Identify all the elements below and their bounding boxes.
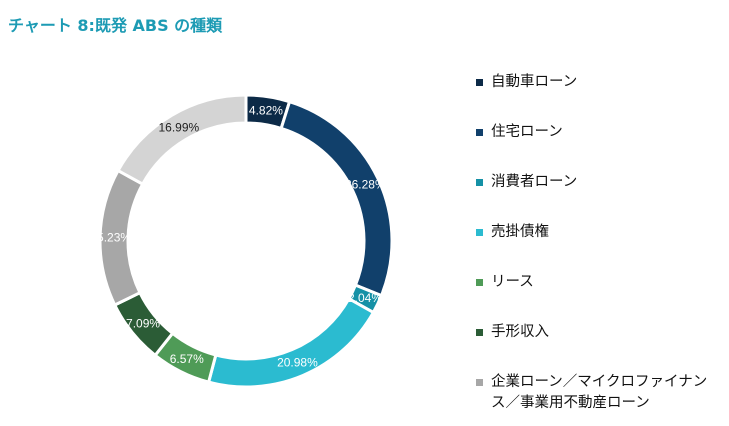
legend-item-receivables: 売掛債権 [476, 222, 721, 243]
legend-item-housing-loan: 住宅ローン [476, 122, 721, 143]
legend-swatch [476, 129, 483, 136]
slice-label: 2.04% [348, 291, 382, 305]
slice-label: 7.09% [126, 317, 160, 331]
legend: 自動車ローン 住宅ローン 消費者ローン 売掛債権 リース 手形収入 企業ローン／… [476, 72, 721, 414]
slice-label: 5.23% [97, 231, 131, 245]
chart-title: チャート 8:既発 ABS の種類 [8, 16, 223, 35]
legend-item-auto-loan: 自動車ローン [476, 72, 721, 93]
slice-label: 6.57% [170, 352, 204, 366]
legend-swatch [476, 379, 483, 386]
legend-swatch [476, 329, 483, 336]
slice-label: 4.82% [249, 104, 283, 118]
legend-label: 消費者ローン [491, 174, 578, 190]
legend-label: 企業ローン／マイクロファイナンス／事業用不動産ローン [491, 374, 708, 411]
donut-slice [206, 296, 376, 389]
donut-slice [279, 99, 394, 298]
legend-item-lease: リース [476, 272, 721, 293]
legend-swatch [476, 179, 483, 186]
slice-label: 26.28% [345, 177, 386, 191]
legend-label: 自動車ローン [491, 74, 578, 90]
slice-label: 16.99% [158, 120, 199, 134]
legend-label: 住宅ローン [491, 124, 563, 140]
slice-label: 20.98% [277, 356, 318, 370]
legend-label: リース [491, 274, 534, 290]
legend-label: 売掛債権 [491, 224, 549, 240]
donut-slice [116, 93, 248, 187]
legend-label: 手形収入 [491, 324, 549, 340]
legend-swatch [476, 229, 483, 236]
legend-swatch [476, 279, 483, 286]
legend-swatch [476, 79, 483, 86]
legend-item-bill-income: 手形収入 [476, 322, 721, 343]
legend-item-consumer-loan: 消費者ローン [476, 172, 721, 193]
legend-item-corporate-loan: 企業ローン／マイクロファイナンス／事業用不動産ローン [476, 372, 721, 414]
